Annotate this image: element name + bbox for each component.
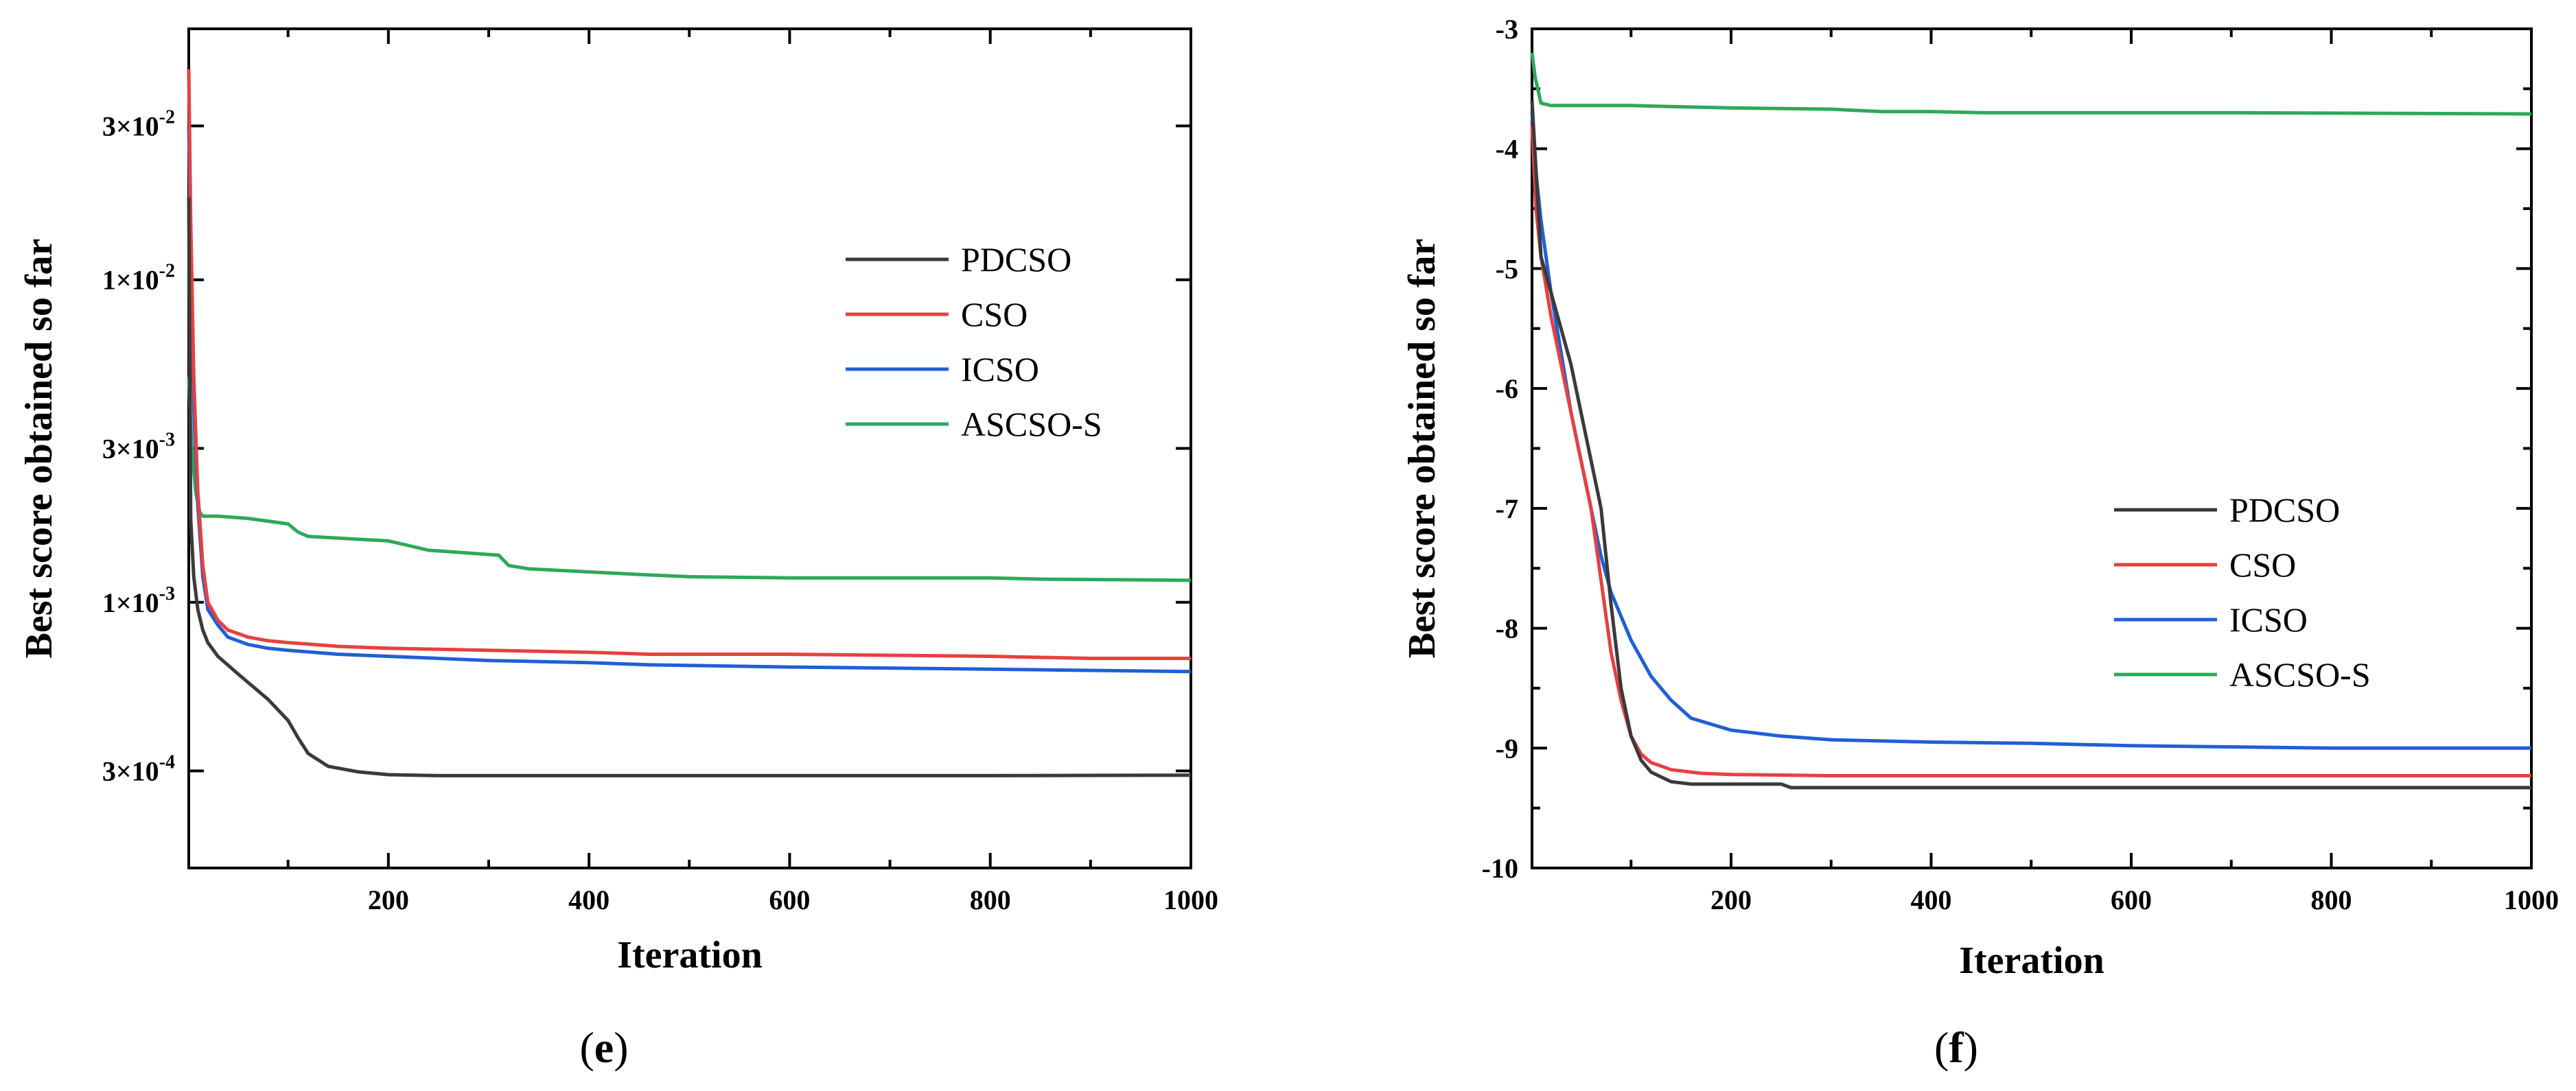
y-tick-label-f: -4	[1496, 134, 1518, 165]
x-tick-label-f: 400	[1911, 884, 1952, 915]
x-tick-label-e: 600	[769, 884, 810, 915]
legend-label-cso-f: CSO	[2229, 546, 2296, 584]
y-tick-exponent: -3	[159, 583, 175, 605]
legend-label-ascso-s-f: ASCSO-S	[2229, 655, 2371, 694]
x-axis-ticks-e: 200 400 600 800 1000	[286, 29, 1218, 915]
y-tick-label-f: -10	[1482, 853, 1518, 884]
x-tick-label-e: 400	[568, 884, 610, 915]
y-tick-times: ×10	[116, 587, 159, 618]
y-tick-label-e: 1×10-2	[102, 261, 175, 296]
panel-label-e: (e)	[579, 1023, 628, 1072]
legend-label-pdcso-e: PDCSO	[961, 240, 1071, 279]
legend-label-pdcso-f: PDCSO	[2229, 491, 2340, 529]
y-axis-title-f: Best score obtained so far	[1401, 239, 1443, 659]
series-line-icso-f	[1530, 113, 2531, 750]
legend-f: PDCSO CSO ICSO ASCSO-S	[2114, 491, 2371, 694]
y-tick-mantissa: 1	[102, 265, 116, 296]
y-tick-label-e: 3×10-2	[102, 106, 175, 141]
y-tick-times: ×10	[116, 265, 159, 296]
legend-label-icso-f: ICSO	[2229, 600, 2308, 639]
series-line-pdcso-e	[187, 197, 1192, 777]
series-line-ascso-s-f	[1530, 52, 2532, 116]
y-tick-mantissa: 3	[102, 110, 116, 141]
y-tick-label-f: -9	[1496, 733, 1518, 764]
series-line-icso-e	[187, 126, 1192, 674]
series-group-f	[1530, 52, 2532, 790]
y-tick-times: ×10	[116, 434, 159, 465]
y-tick-label-f: -5	[1496, 253, 1518, 284]
y-tick-times: ×10	[116, 110, 159, 141]
y-tick-mantissa: 3	[102, 756, 116, 787]
y-tick-label-e: 1×10-3	[102, 583, 175, 618]
x-tick-label-e: 800	[970, 884, 1011, 915]
series-line-pdcso-f	[1530, 100, 2531, 790]
x-axis-title-e: Iteration	[617, 934, 763, 976]
y-axis-title-e: Best score obtained so far	[18, 239, 60, 659]
x-tick-label-f: 200	[1710, 884, 1752, 915]
y-tick-label-f: -3	[1496, 14, 1518, 45]
y-tick-label-f: -6	[1496, 373, 1518, 404]
y-tick-mantissa: 3	[102, 434, 116, 465]
panel-label-f: (f)	[1934, 1023, 1978, 1072]
x-tick-label-f: 1000	[2504, 884, 2559, 915]
series-line-ascso-s-e	[187, 377, 1192, 583]
chart-panel-e: 200 400 600 800 1000 3×10-41×10-33×10-31×10-…	[18, 27, 1218, 1072]
legend-e: PDCSO CSO ICSO ASCSO-S	[846, 240, 1102, 443]
y-axis-ticks-e: 3×10-41×10-33×10-31×10-23×10-2	[102, 106, 1191, 787]
x-tick-label-f: 600	[2111, 884, 2152, 915]
x-axis-ticks-f: 200 400 600 800 1000	[1629, 29, 2559, 915]
x-axis-title-f: Iteration	[1959, 939, 2104, 982]
series-line-cso-e	[187, 69, 1191, 660]
x-tick-label-e: 1000	[1163, 884, 1218, 915]
y-tick-exponent: -2	[159, 261, 175, 282]
y-tick-mantissa: 1	[102, 587, 116, 618]
y-tick-label-f: -7	[1496, 493, 1518, 524]
plot-frame-e	[187, 27, 1192, 869]
legend-label-icso-e: ICSO	[961, 350, 1039, 388]
x-tick-label-e: 200	[368, 884, 409, 915]
legend-label-ascso-s-e: ASCSO-S	[961, 405, 1102, 443]
y-tick-times: ×10	[116, 756, 159, 787]
y-tick-label-e: 3×10-4	[102, 752, 175, 787]
legend-label-cso-e: CSO	[961, 295, 1028, 333]
y-tick-label-f: -8	[1496, 613, 1518, 644]
y-axis-ticks-f: -10 -9 -8 -7 -6 -5 -4 -3	[1482, 14, 2531, 884]
y-tick-exponent: -4	[159, 752, 175, 773]
y-tick-exponent: -2	[159, 106, 175, 128]
y-tick-label-e: 3×10-3	[102, 430, 175, 465]
series-group-e	[187, 69, 1192, 777]
x-tick-label-f: 800	[2311, 884, 2352, 915]
y-tick-exponent: -3	[159, 430, 175, 451]
chart-panel-f: 200 400 600 800 1000 -10 -9 -8 -7 -6 -5 -4 -3 Itera…	[1401, 14, 2559, 1072]
series-line-cso-f	[1530, 124, 2531, 777]
